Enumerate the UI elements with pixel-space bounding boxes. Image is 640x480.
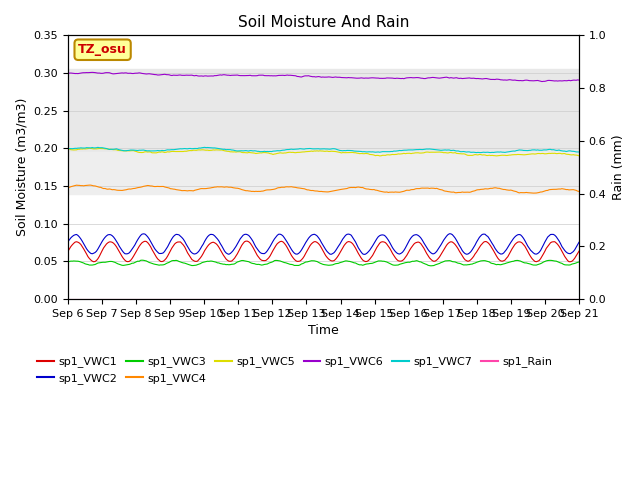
Y-axis label: Rain (mm): Rain (mm) [612, 134, 625, 200]
Text: TZ_osu: TZ_osu [78, 43, 127, 56]
Y-axis label: Soil Moisture (m3/m3): Soil Moisture (m3/m3) [15, 98, 28, 236]
Bar [68, 152, 579, 193]
X-axis label: Time: Time [308, 324, 339, 337]
Bar [68, 69, 579, 152]
Legend: sp1_VWC1, sp1_VWC2, sp1_VWC3, sp1_VWC4, sp1_VWC5, sp1_VWC6, sp1_VWC7, sp1_Rain: sp1_VWC1, sp1_VWC2, sp1_VWC3, sp1_VWC4, … [33, 352, 557, 388]
Title: Soil Moisture And Rain: Soil Moisture And Rain [238, 15, 409, 30]
